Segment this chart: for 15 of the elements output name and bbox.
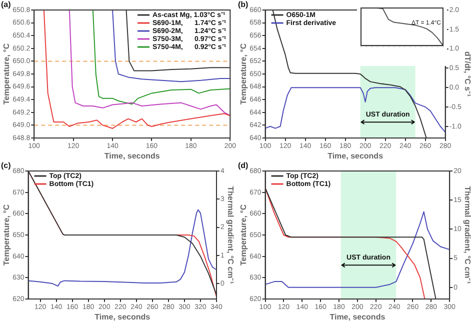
y-axis-title: Temperature, °C bbox=[2, 204, 12, 266]
y2-axis-title: Thermal gradient, °C cm⁻¹ bbox=[462, 186, 472, 284]
y-axis-title: Temperature, °C bbox=[239, 43, 248, 105]
text: (d) bbox=[238, 161, 249, 170]
text: (a) bbox=[1, 0, 12, 10]
y-axis-title: Temperature, °C bbox=[239, 204, 248, 266]
text: (b) bbox=[238, 0, 249, 10]
y2-axis-title: Thermal gradient, °C cm⁻¹ bbox=[226, 186, 235, 284]
y2-axis-title: dT/dt, °C s⁻¹ bbox=[462, 51, 472, 97]
x-axis-title: Time, seconds bbox=[104, 151, 160, 160]
x-axis-title: Time, seconds bbox=[328, 151, 384, 160]
x-axis-title: Time, seconds bbox=[94, 312, 151, 322]
text: (c) bbox=[1, 161, 12, 170]
y-axis-title: Temperature, °C bbox=[2, 43, 12, 105]
x-axis-title: Time, seconds bbox=[330, 312, 386, 322]
